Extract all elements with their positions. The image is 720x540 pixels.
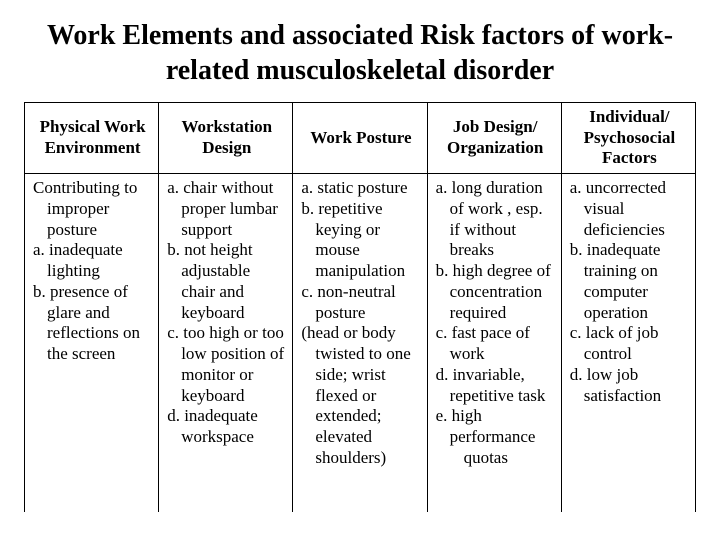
cell-text: e. high performance [436, 406, 555, 447]
cell-jobdesign: a. long duration of work , esp. if witho… [427, 174, 561, 513]
cell-text: b. presence of glare and reflections on … [33, 282, 152, 365]
col-header-individual: Individual/ Psychosocial Factors [561, 103, 695, 174]
cell-text: c. lack of job control [570, 323, 689, 364]
cell-text: a. long duration of work , esp. if witho… [436, 178, 555, 261]
col-header-jobdesign: Job Design/ Organization [427, 103, 561, 174]
col-header-posture: Work Posture [293, 103, 427, 174]
cell-text: c. too high or too low position of monit… [167, 323, 286, 406]
cell-text: b. high degree of concentration required [436, 261, 555, 323]
cell-text: d. low job satisfaction [570, 365, 689, 406]
cell-text: d. inadequate workspace [167, 406, 286, 447]
cell-text: Contributing to improper posture [33, 178, 152, 240]
table-header-row: Physical Work Environment Workstation De… [25, 103, 696, 174]
cell-text: a. chair without proper lumbar support [167, 178, 286, 240]
cell-text: a. inadequate lighting [33, 240, 152, 281]
cell-text: d. invariable, repetitive task [436, 365, 555, 406]
cell-text: quotas [436, 448, 555, 469]
cell-text: a. static posture [301, 178, 420, 199]
col-header-physical: Physical Work Environment [25, 103, 159, 174]
cell-text: (head or body twisted to one side; wrist… [301, 323, 420, 468]
cell-posture: a. static posture b. repetitive keying o… [293, 174, 427, 513]
cell-text: c. non-neutral posture [301, 282, 420, 323]
col-header-workstation: Workstation Design [159, 103, 293, 174]
cell-individual: a. uncorrected visual deficiencies b. in… [561, 174, 695, 513]
table-body-row: Contributing to improper posture a. inad… [25, 174, 696, 513]
cell-text: b. not height adjustable chair and keybo… [167, 240, 286, 323]
slide-title: Work Elements and associated Risk factor… [24, 18, 696, 88]
risk-factors-table: Physical Work Environment Workstation De… [24, 102, 696, 512]
cell-physical: Contributing to improper posture a. inad… [25, 174, 159, 513]
cell-text: b. repetitive keying or mouse manipulati… [301, 199, 420, 282]
cell-text: a. uncorrected visual deficiencies [570, 178, 689, 240]
cell-text: b. inadequate training on computer opera… [570, 240, 689, 323]
slide: Work Elements and associated Risk factor… [0, 0, 720, 540]
cell-text: c. fast pace of work [436, 323, 555, 364]
cell-workstation: a. chair without proper lumbar support b… [159, 174, 293, 513]
